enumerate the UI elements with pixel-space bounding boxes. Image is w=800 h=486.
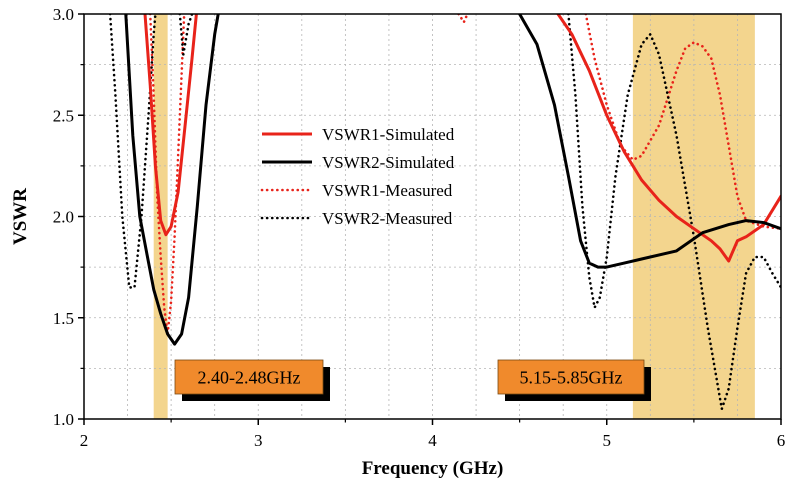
y-axis-title: VSWR	[10, 188, 31, 245]
legend-label-4: VSWR2-Measured	[322, 209, 453, 228]
series-lines	[108, 14, 781, 411]
y-tick-label: 1.0	[53, 410, 74, 429]
band-labels: 2.40-2.48GHz 5.15-5.85GHz	[174, 359, 651, 401]
x-tick-label: 6	[777, 431, 786, 450]
x-tick-label: 3	[254, 431, 263, 450]
grid	[84, 14, 781, 419]
y-tick-label: 1.5	[53, 309, 74, 328]
series-vswr1-measured-segment-3	[584, 14, 781, 230]
axis-ticks: 2 3 4 5 6 1.0 1.5 2.0 2.5 3.0	[53, 5, 786, 450]
series-vswr2-simulated-segment-2	[518, 14, 781, 269]
x-tick-label: 5	[603, 431, 612, 450]
series-vswr2-measured-segment-1	[108, 14, 157, 289]
y-tick-label: 2.5	[53, 106, 74, 125]
legend-label-1: VSWR1-Simulated	[322, 125, 455, 144]
x-tick-label: 2	[80, 431, 89, 450]
band-label-box-1	[174, 359, 324, 395]
band-label-box-2	[497, 359, 645, 395]
band-label-2: 5.15-5.85GHz	[520, 368, 623, 388]
y-tick-label: 2.0	[53, 208, 74, 227]
legend: VSWR1-Simulated VSWR2-Simulated VSWR1-Meas…	[260, 125, 455, 228]
legend-label-2: VSWR2-Simulated	[322, 153, 455, 172]
series-vswr2-measured-segment-2	[178, 14, 194, 56]
x-axis-title: Frequency (GHz)	[362, 458, 504, 479]
series-vswr1-simulated-segment-2	[556, 14, 781, 263]
series-vswr1-simulated-segment-1	[143, 14, 198, 237]
band-label-1: 2.40-2.48GHz	[198, 368, 301, 388]
y-tick-label: 3.0	[53, 5, 74, 24]
x-tick-label: 4	[428, 431, 437, 450]
series-vswr1-measured-segment-2	[457, 14, 469, 24]
legend-label-3: VSWR1-Measured	[322, 181, 453, 200]
series-vswr2-simulated-segment-1	[124, 14, 220, 346]
series-vswr2-measured-segment-3	[567, 14, 781, 411]
